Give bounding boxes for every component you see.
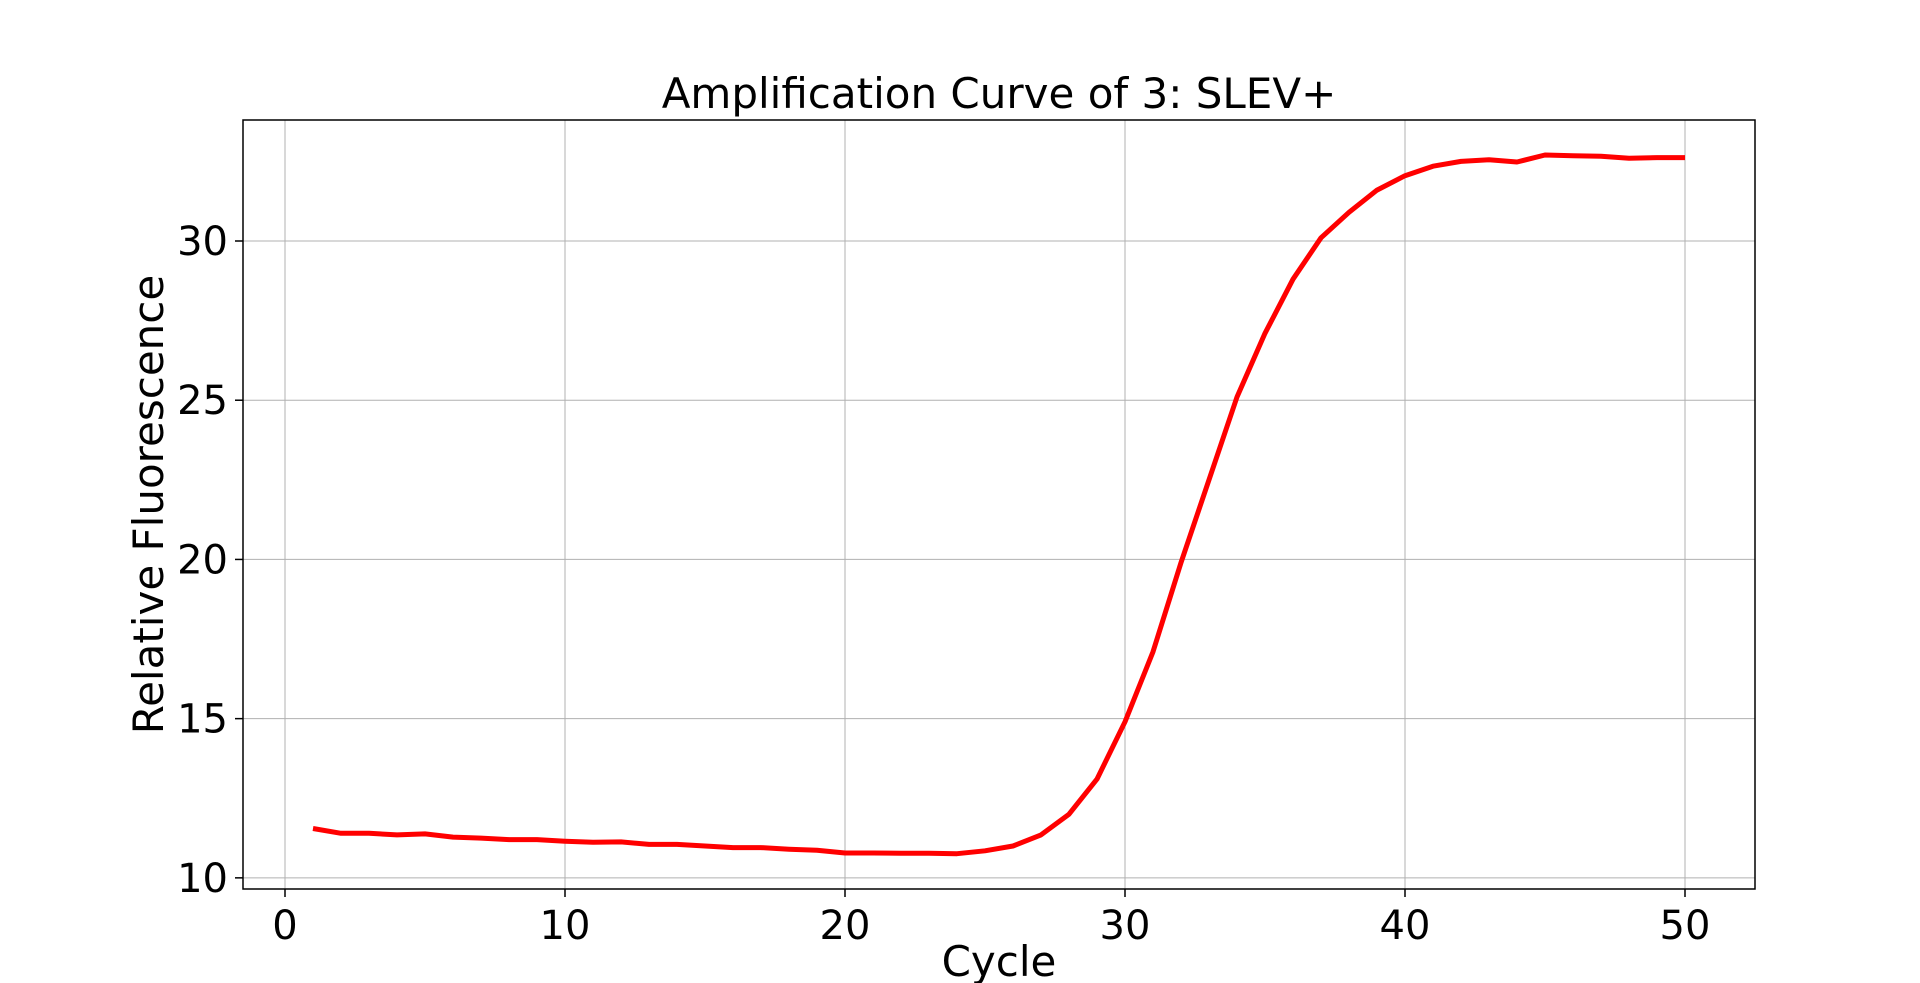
x-tick-label: 0 — [272, 903, 297, 949]
y-tick-label: 25 — [177, 378, 228, 424]
x-tick-label: 10 — [540, 903, 591, 949]
chart-title: Amplification Curve of 3: SLEV+ — [662, 69, 1337, 118]
plot-frame — [242, 119, 1756, 890]
tick-layer: 0 10 20 30 40 50 10 15 20 25 30 — [177, 219, 1710, 949]
series-layer — [312, 152, 1685, 857]
series-line — [312, 152, 1685, 857]
x-tick-label: 30 — [1100, 903, 1151, 949]
grid — [243, 120, 1755, 889]
y-tick-label: 10 — [177, 856, 228, 902]
y-tick-label: 20 — [177, 537, 228, 583]
x-tick-label: 40 — [1380, 903, 1431, 949]
y-tick-label: 15 — [177, 697, 228, 743]
x-axis-label: Cycle — [942, 937, 1057, 983]
x-tick-label: 20 — [820, 903, 871, 949]
y-axis-label: Relative Fluorescence — [124, 275, 173, 734]
x-tick-label: 50 — [1660, 903, 1711, 949]
y-tick-label: 30 — [177, 219, 228, 265]
